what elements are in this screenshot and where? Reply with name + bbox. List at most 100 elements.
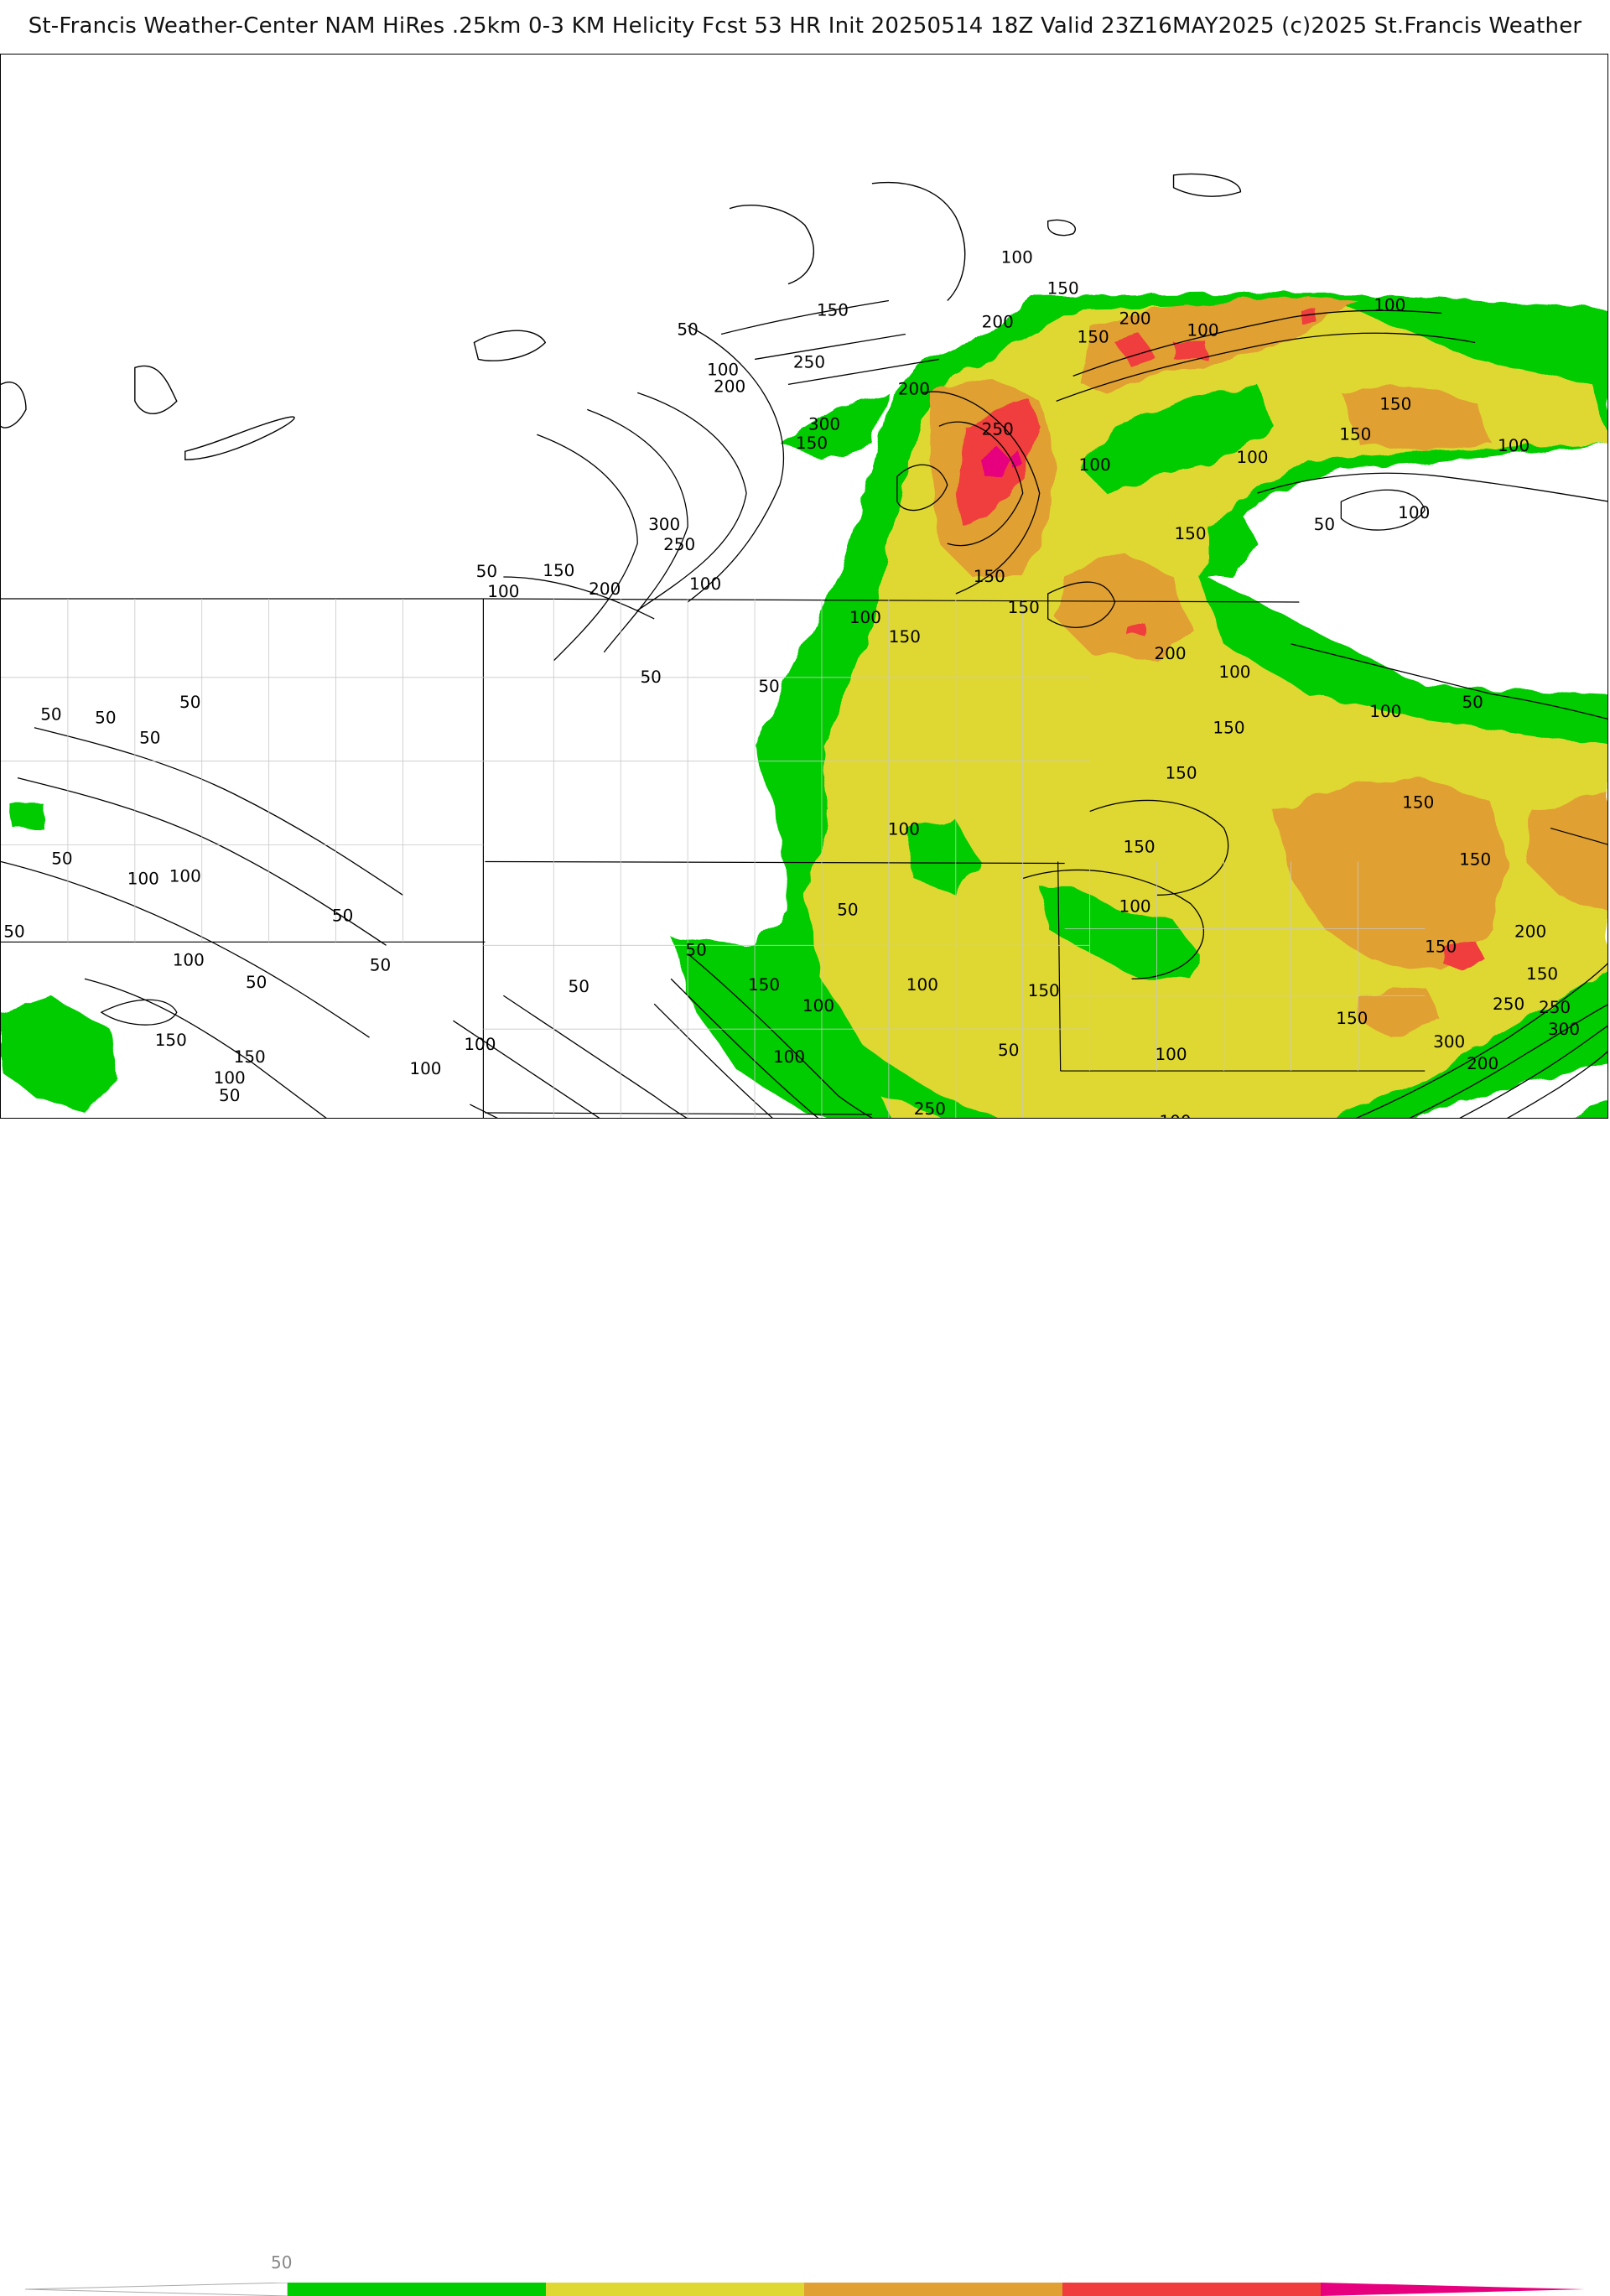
contour-label: 150: [1008, 597, 1040, 617]
contour-label: 150: [234, 1047, 266, 1067]
map-title: St-Francis Weather-Center NAM HiRes .25k…: [0, 13, 1610, 47]
colorbar-bins: [288, 2283, 1585, 2296]
contour-label: 100: [773, 1047, 805, 1067]
contour-label: 150: [796, 433, 828, 453]
contour-label: 50: [640, 667, 661, 687]
contour-label: 150: [1402, 792, 1434, 813]
contour-label: 150: [1459, 849, 1491, 869]
contour-label: 100: [127, 868, 159, 888]
contour-label: 50: [332, 905, 353, 925]
contour-label: 100: [1001, 247, 1033, 268]
contour-label: 200: [714, 376, 745, 396]
contour-label: 50: [219, 1085, 240, 1105]
contour-label: 150: [889, 626, 921, 647]
contour-label: 300: [648, 514, 680, 534]
contour-label: 150: [1047, 278, 1079, 299]
contour-label: 100: [487, 581, 519, 601]
fill-green-west-1: [1, 995, 118, 1113]
contour-label: 300: [808, 413, 840, 434]
contour-label: 200: [898, 378, 930, 398]
contour-label: 150: [543, 560, 574, 580]
contour-label: 150: [1336, 1008, 1368, 1028]
contour-label: 250: [1493, 994, 1524, 1014]
contour-label: 200: [1467, 1053, 1498, 1073]
contour-label: 50: [1314, 514, 1335, 534]
contour-label: 50: [51, 848, 72, 868]
contour-label: 50: [1462, 692, 1483, 712]
contour-label: 250: [1539, 997, 1571, 1017]
contour-label: 100: [1498, 435, 1530, 455]
contour-label: 100: [1159, 1111, 1191, 1118]
contour-label: 100: [409, 1058, 441, 1078]
legend-tick-label: 50: [271, 2252, 292, 2273]
color-legend: 50: [0, 1125, 1610, 1174]
contour-label: 100: [1079, 455, 1111, 475]
contour-label: 100: [689, 574, 721, 594]
contour-label: 50: [677, 319, 698, 339]
contour-label: 150: [1213, 718, 1244, 738]
contour-label: 100: [1369, 701, 1401, 721]
contour-label: 150: [1379, 393, 1411, 413]
contour-label: 200: [1514, 921, 1546, 941]
contour-label: 100: [169, 865, 201, 886]
contour-label: 150: [1028, 980, 1060, 1000]
contour-label: 150: [817, 300, 849, 320]
contour-label: 100: [1374, 295, 1405, 315]
contour-label: 100: [1398, 502, 1430, 522]
colorbar-lower-arrow: [25, 2283, 288, 2296]
contour-label: 200: [1119, 308, 1151, 328]
map-canvas: 1001502001001001502001505025010020020030…: [1, 55, 1607, 1118]
fill-green-west-2: [9, 803, 43, 829]
contour-label: 50: [40, 704, 61, 725]
contour-label: 100: [1119, 896, 1151, 916]
contour-label: 50: [3, 921, 24, 941]
contour-label: 100: [1155, 1044, 1187, 1064]
contour-label: 100: [1218, 662, 1250, 682]
contour-label: 300: [1433, 1031, 1465, 1052]
helicity-fill: [1, 293, 1607, 1118]
contour-label: 150: [1165, 763, 1197, 783]
contour-label: 100: [802, 995, 834, 1016]
contour-label: 200: [1154, 643, 1186, 663]
contour-label: 100: [906, 974, 938, 995]
contour-label: 50: [139, 728, 160, 748]
contour-label: 50: [837, 899, 858, 919]
contour-label: 50: [476, 561, 497, 581]
contour-label: 300: [1548, 1019, 1580, 1039]
contour-label: 100: [1236, 447, 1268, 467]
contour-label: 50: [95, 708, 116, 728]
colorbar-bin: [1321, 2283, 1585, 2296]
contour-label: 150: [1339, 423, 1371, 444]
contour-label: 150: [1078, 326, 1109, 346]
contour-label: 200: [982, 311, 1014, 331]
contour-label: 150: [155, 1030, 187, 1050]
contour-label: 50: [998, 1040, 1019, 1060]
contour-label: 250: [663, 534, 695, 554]
fill-red-north-2: [1174, 342, 1208, 359]
colorbar-bin: [288, 2283, 546, 2296]
contour-label: 100: [1187, 319, 1218, 340]
contour-label: 50: [370, 954, 391, 974]
colorbar-bin: [546, 2283, 804, 2296]
contour-label: 250: [793, 351, 825, 371]
contour-label: 100: [849, 607, 881, 627]
contour-label: 100: [173, 949, 205, 969]
contour-label: 50: [569, 976, 589, 996]
colorbar-bin: [1062, 2283, 1321, 2296]
colorbar: [25, 2283, 1585, 2296]
contour-label: 50: [758, 676, 779, 696]
contour-label: 100: [888, 819, 920, 839]
colorbar-bin: [804, 2283, 1062, 2296]
contour-label: 150: [974, 566, 1005, 586]
contour-label: 200: [589, 579, 621, 599]
contour-label: 150: [1425, 936, 1457, 956]
contour-label: 200: [973, 1116, 1005, 1118]
contour-label: 50: [685, 939, 706, 959]
contour-label: 150: [1124, 837, 1156, 857]
contour-label: 250: [914, 1099, 946, 1118]
contour-label: 150: [1174, 523, 1206, 543]
contour-label: 150: [1526, 964, 1558, 984]
contour-label: 150: [748, 974, 780, 995]
contour-label: 50: [179, 692, 200, 712]
